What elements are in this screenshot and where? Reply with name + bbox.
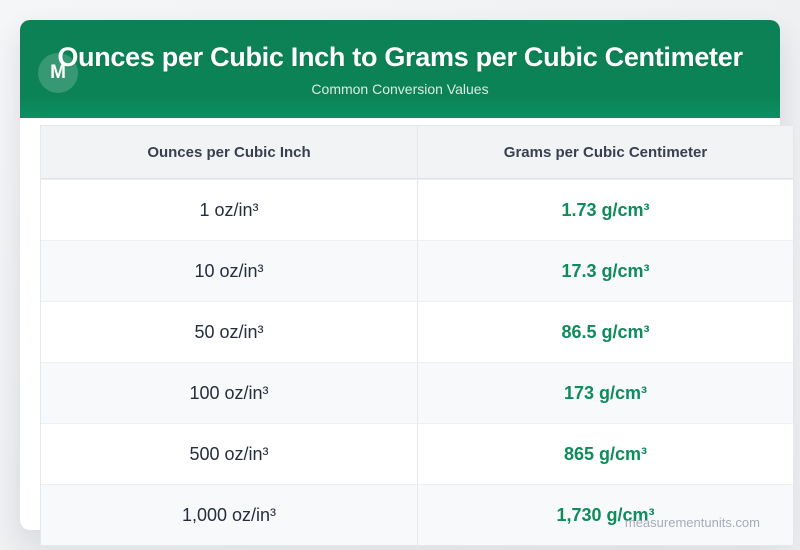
- table-row: 50 oz/in³ 86.5 g/cm³: [41, 301, 793, 362]
- oz-value-cell: 500 oz/in³: [189, 443, 269, 464]
- logo-letter: M: [50, 62, 66, 83]
- page-subtitle: Common Conversion Values: [311, 80, 489, 97]
- column-header-g: Grams per Cubic Centimeter: [417, 126, 793, 178]
- hero-banner: M Ounces per Cubic Inch to Grams per Cub…: [20, 20, 780, 118]
- oz-value-cell: 50 oz/in³: [194, 321, 264, 342]
- site-watermark: measurementunits.com: [624, 515, 760, 530]
- logo-badge: M: [38, 53, 78, 93]
- table-row: 10 oz/in³ 17.3 g/cm³: [41, 240, 793, 301]
- g-value-cell: 1.73 g/cm³: [417, 180, 793, 240]
- g-value-cell: 173 g/cm³: [417, 363, 793, 423]
- table-row: 500 oz/in³ 865 g/cm³: [41, 423, 793, 484]
- oz-value-cell: 1,000 oz/in³: [181, 504, 277, 525]
- conversion-table: Ounces per Cubic Inch Grams per Cubic Ce…: [40, 125, 794, 546]
- g-value-cell: 86.5 g/cm³: [417, 302, 793, 362]
- page-title: Ounces per Cubic Inch to Grams per Cubic…: [57, 41, 743, 72]
- g-value-cell: 1,730 g/cm³: [417, 485, 793, 545]
- table-row: 1,000 oz/in³ 1,730 g/cm³: [41, 484, 793, 545]
- column-header-oz: Ounces per Cubic Inch: [147, 143, 311, 161]
- oz-value-cell: 1 oz/in³: [199, 199, 259, 220]
- table-header-row: Ounces per Cubic Inch Grams per Cubic Ce…: [41, 126, 793, 179]
- oz-value-cell: 100 oz/in³: [189, 382, 269, 403]
- g-value-cell: 865 g/cm³: [417, 424, 793, 484]
- oz-value-cell: 10 oz/in³: [194, 260, 264, 281]
- table-row: 100 oz/in³ 173 g/cm³: [41, 362, 793, 423]
- g-value-cell: 17.3 g/cm³: [417, 241, 793, 301]
- table-row: 1 oz/in³ 1.73 g/cm³: [41, 179, 793, 240]
